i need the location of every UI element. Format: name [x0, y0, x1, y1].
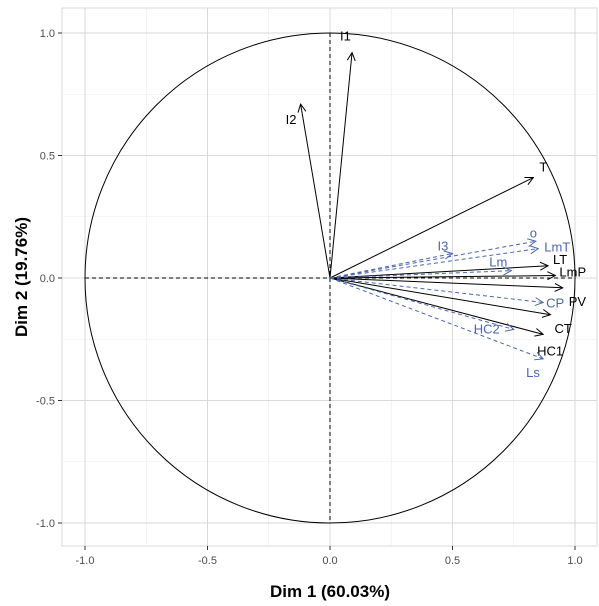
vector-label-lt: LT: [553, 252, 567, 267]
vector-arrow-t: [329, 178, 533, 279]
vector-arrow-ct: [329, 277, 551, 315]
y-axis-title: Dim 2 (19.76%): [12, 217, 31, 337]
vector-label-ls: Ls: [526, 365, 540, 380]
vector-label-i3: I3: [438, 239, 449, 254]
vector-label-lmp: LmP: [559, 265, 586, 280]
vector-label-pv: PV: [569, 294, 587, 309]
y-tick-label: 0.5: [40, 151, 55, 163]
x-tick-label: 0.5: [445, 555, 460, 567]
vector-label-hc2: HC2: [474, 321, 500, 336]
vector-arrow-i1: [329, 53, 352, 279]
vector-label-ct: CT: [555, 321, 572, 336]
unit-circle-layer: [84, 32, 576, 524]
x-axis-ticks: -1.0 -0.5 0.0 0.5 1.0: [76, 546, 583, 567]
vector-label-t: T: [539, 160, 547, 175]
y-axis-ticks: -1.0 -0.5 0.0 0.5 1.0: [36, 28, 62, 530]
correlation-circle: [84, 32, 576, 524]
y-tick-label: -0.5: [36, 396, 55, 408]
vector-arrow-hc2: [329, 277, 514, 329]
x-tick-label: -1.0: [76, 555, 95, 567]
vector-arrow-ls: [329, 277, 543, 359]
vector-arrow-lmt: [329, 249, 538, 279]
vector-label-cp: CP: [546, 296, 564, 311]
x-tick-label: 1.0: [567, 555, 582, 567]
x-tick-label: 0.0: [322, 555, 337, 567]
vector-label-o: o: [530, 225, 537, 240]
vector-label-i1: I1: [340, 29, 351, 44]
vector-arrow-lm: [329, 271, 511, 279]
y-tick-label: 0.0: [40, 273, 55, 285]
vector-label-lmt: LmT: [544, 240, 570, 255]
x-tick-label: -0.5: [198, 555, 217, 567]
y-tick-label: -1.0: [36, 518, 55, 530]
vector-label-lm: Lm: [489, 255, 507, 270]
vector-arrow-i2: [301, 104, 331, 279]
y-tick-label: 1.0: [40, 28, 55, 40]
x-axis-title: Dim 1 (60.03%): [270, 582, 390, 601]
vector-label-hc1: HC1: [537, 343, 563, 358]
vector-arrow-cp: [329, 277, 543, 303]
vector-arrow-pv: [329, 277, 563, 288]
vector-label-i2: I2: [286, 112, 297, 127]
vector-arrow-lmp: [329, 276, 555, 278]
